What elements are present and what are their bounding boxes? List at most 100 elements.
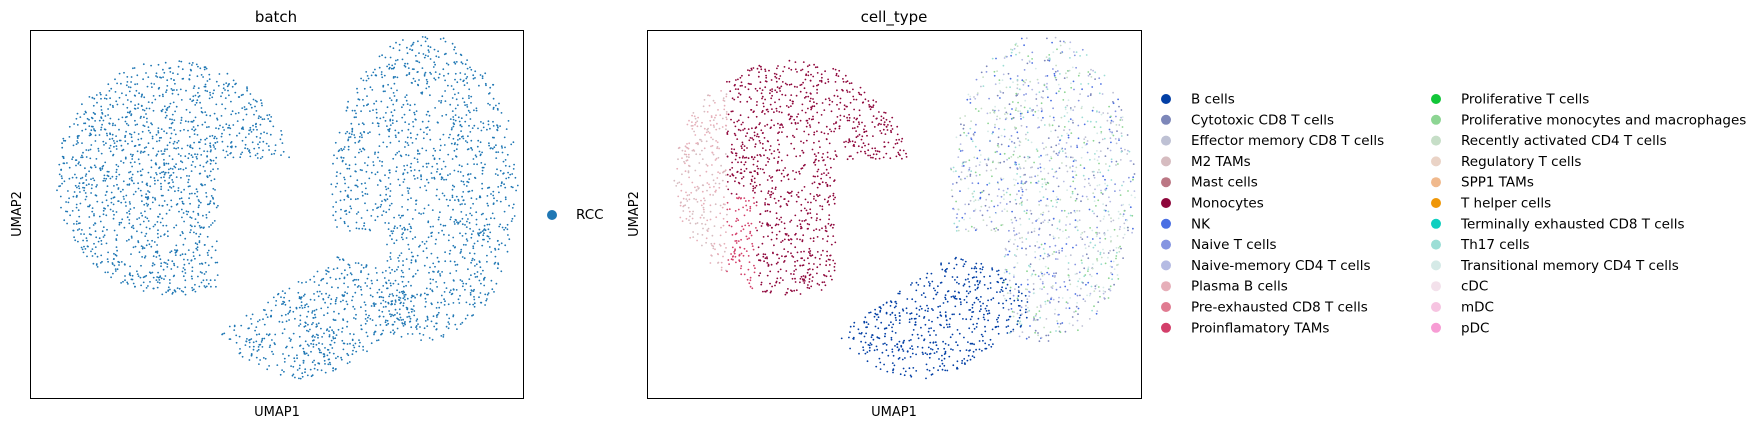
scatter-point [354, 262, 357, 264]
scatter-point [269, 344, 272, 347]
scatter-point [871, 121, 874, 123]
scatter-point [214, 249, 217, 252]
scatter-point [802, 234, 805, 237]
scatter-point [227, 89, 229, 92]
scatter-point [162, 224, 165, 227]
scatter-point [447, 327, 450, 330]
scatter-point [416, 149, 419, 152]
scatter-point [158, 204, 161, 207]
scatter-point [190, 229, 192, 231]
scatter-point [496, 129, 499, 132]
scatter-point [104, 161, 107, 164]
scatter-point [392, 333, 395, 335]
scatter-point [380, 302, 382, 305]
scatter-point [320, 351, 322, 354]
scatter-point [313, 309, 316, 312]
scatter-point [428, 337, 431, 339]
scatter-point [134, 190, 137, 193]
scatter-point [394, 129, 397, 132]
scatter-point [812, 98, 814, 100]
scatter-point [430, 320, 433, 323]
scatter-point [215, 103, 218, 106]
scatter-point [832, 223, 835, 226]
scatter-point [376, 339, 378, 342]
scatter-point [432, 270, 434, 273]
scatter-point [358, 139, 361, 142]
scatter-point [474, 265, 476, 267]
scatter-point [154, 197, 156, 200]
scatter-point [1126, 153, 1129, 155]
scatter-point [105, 199, 108, 202]
scatter-point [807, 71, 810, 73]
scatter-point [353, 308, 356, 310]
scatter-point [213, 220, 216, 222]
scatter-point [449, 289, 452, 292]
scatter-point [393, 321, 396, 323]
scatter-point [345, 213, 348, 216]
scatter-point [138, 92, 141, 95]
scatter-point [737, 161, 739, 164]
scatter-point [710, 254, 713, 257]
scatter-point [482, 122, 485, 125]
scatter-point [745, 167, 748, 170]
scatter-point [725, 128, 727, 131]
scatter-point [374, 330, 377, 333]
scatter-point [778, 151, 781, 154]
scatter-point [466, 104, 468, 106]
scatter-point [412, 305, 415, 307]
scatter-point [151, 271, 154, 274]
scatter-point [1110, 141, 1112, 144]
scatter-point [760, 190, 763, 193]
scatter-point [1021, 241, 1024, 244]
scatter-point [415, 110, 418, 112]
scatter-point [1085, 54, 1088, 56]
scatter-point [1129, 206, 1132, 209]
scatter-point [191, 128, 194, 131]
scatter-point [1043, 59, 1046, 62]
scatter-point [283, 370, 285, 373]
scatter-point [969, 98, 972, 100]
scatter-point [133, 107, 136, 110]
scatter-point [790, 289, 792, 292]
scatter-point [393, 95, 396, 97]
scatter-point [472, 158, 475, 160]
scatter-point [142, 124, 145, 127]
scatter-point [307, 330, 310, 333]
scatter-point [772, 192, 774, 195]
scatter-point [816, 186, 819, 189]
scatter-point [422, 53, 425, 55]
scatter-point [282, 300, 284, 303]
scatter-point [348, 132, 351, 135]
scatter-point [258, 146, 260, 149]
scatter-point [813, 198, 815, 200]
scatter-point [1002, 64, 1005, 67]
scatter-point [743, 170, 746, 173]
scatter-point [119, 139, 122, 142]
scatter-point [76, 186, 78, 189]
scatter-point [342, 258, 344, 261]
scatter-point [766, 256, 768, 258]
scatter-point [679, 204, 682, 207]
scatter-point [280, 154, 282, 157]
scatter-point [409, 225, 412, 228]
scatter-point [388, 310, 390, 312]
scatter-point [408, 109, 411, 111]
scatter-point [209, 162, 212, 165]
scatter-point [1010, 308, 1013, 310]
scatter-point [451, 188, 454, 191]
scatter-point [673, 179, 676, 182]
scatter-point [193, 141, 196, 144]
scatter-point [507, 234, 509, 236]
scatter-point [258, 141, 261, 144]
scatter-point [461, 165, 463, 168]
scatter-point [268, 114, 271, 116]
scatter-point [1053, 251, 1055, 253]
scatter-point [132, 224, 135, 227]
scatter-point [720, 269, 723, 271]
scatter-point [793, 178, 796, 181]
scatter-point [267, 118, 270, 120]
scatter-point [404, 96, 407, 98]
scatter-point [1030, 176, 1033, 179]
scatter-point [396, 289, 398, 292]
scatter-point [406, 208, 409, 211]
